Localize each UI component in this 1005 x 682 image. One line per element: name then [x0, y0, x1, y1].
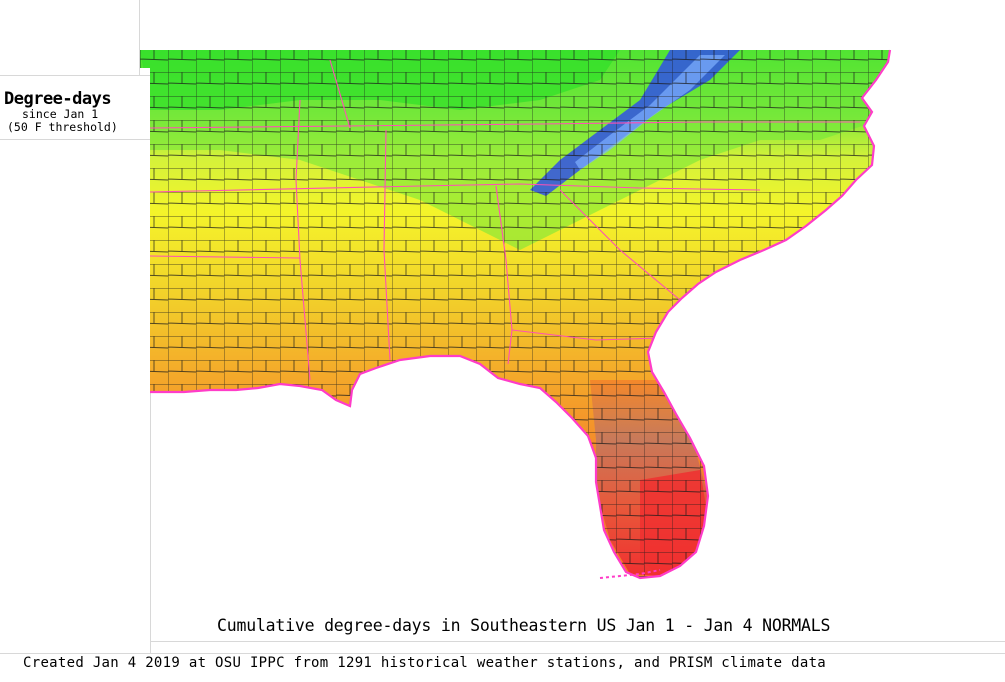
county-boundaries — [140, 50, 890, 578]
coastline — [150, 49, 892, 580]
florida-keys — [599, 569, 661, 579]
frame-line-left — [139, 0, 140, 75]
map-land — [140, 50, 890, 578]
legend-panel: Degree-days since Jan 1 (50 F threshold) — [0, 75, 150, 140]
frame-line-bottom — [150, 641, 1005, 642]
legend-subtitle-threshold: (50 F threshold) — [7, 120, 118, 134]
legend-title: Degree-days — [4, 89, 112, 109]
state-boundaries — [149, 59, 860, 381]
legend-subtitle-since: since Jan 1 — [22, 107, 99, 121]
frame-line-footer — [0, 653, 1005, 654]
map-caption: Cumulative degree-days in Southeastern U… — [217, 616, 831, 635]
footer-credit: Created Jan 4 2019 at OSU IPPC from 1291… — [23, 655, 827, 671]
frame-line-left-lower — [150, 138, 151, 653]
